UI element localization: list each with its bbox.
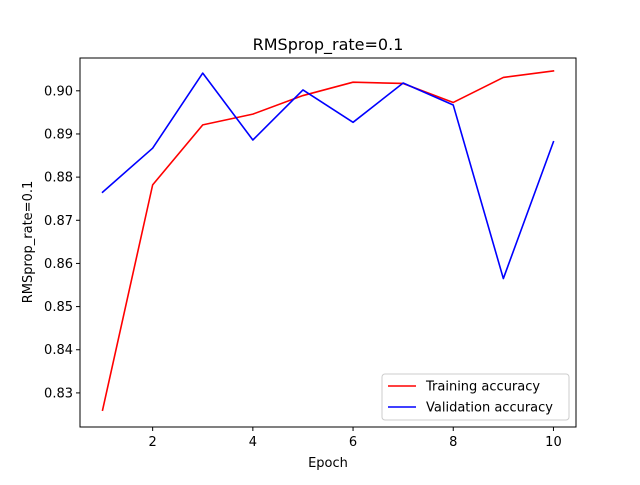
x-tick-label: 8 — [449, 435, 457, 450]
series-line-validation-accuracy — [101, 72, 555, 280]
x-axis-label: Epoch — [308, 456, 348, 471]
legend-box — [381, 373, 570, 421]
y-tick-label: 0.90 — [44, 84, 73, 99]
y-tick-label: 0.85 — [44, 300, 73, 315]
x-tick-label: 6 — [349, 435, 357, 450]
series-lines — [101, 70, 555, 412]
legend: Training accuracy Validation accuracy — [381, 373, 570, 421]
x-tick-label: 10 — [545, 435, 562, 450]
legend-label-validation-accuracy: Validation accuracy — [426, 401, 553, 416]
y-tick-label: 0.87 — [44, 214, 73, 229]
y-axis-label: RMSprop_rate=0.1 — [21, 181, 36, 304]
x-axis-ticks: 2 4 6 8 10 — [149, 427, 562, 450]
x-tick-label: 4 — [249, 435, 257, 450]
x-tick-label: 2 — [149, 435, 157, 450]
y-tick-label: 0.89 — [44, 127, 73, 142]
y-tick-label: 0.83 — [44, 386, 73, 401]
series-line-training-accuracy — [101, 70, 555, 412]
y-tick-label: 0.88 — [44, 171, 73, 186]
chart-title: RMSprop_rate=0.1 — [253, 35, 404, 55]
y-axis-ticks: 0.83 0.84 0.85 0.86 0.87 0.88 0.89 0.90 — [44, 84, 80, 401]
y-tick-label: 0.86 — [44, 257, 73, 272]
legend-label-training-accuracy: Training accuracy — [425, 380, 540, 395]
plot-area — [80, 58, 576, 427]
plot-frame — [79, 57, 577, 428]
y-tick-label: 0.84 — [44, 343, 73, 358]
